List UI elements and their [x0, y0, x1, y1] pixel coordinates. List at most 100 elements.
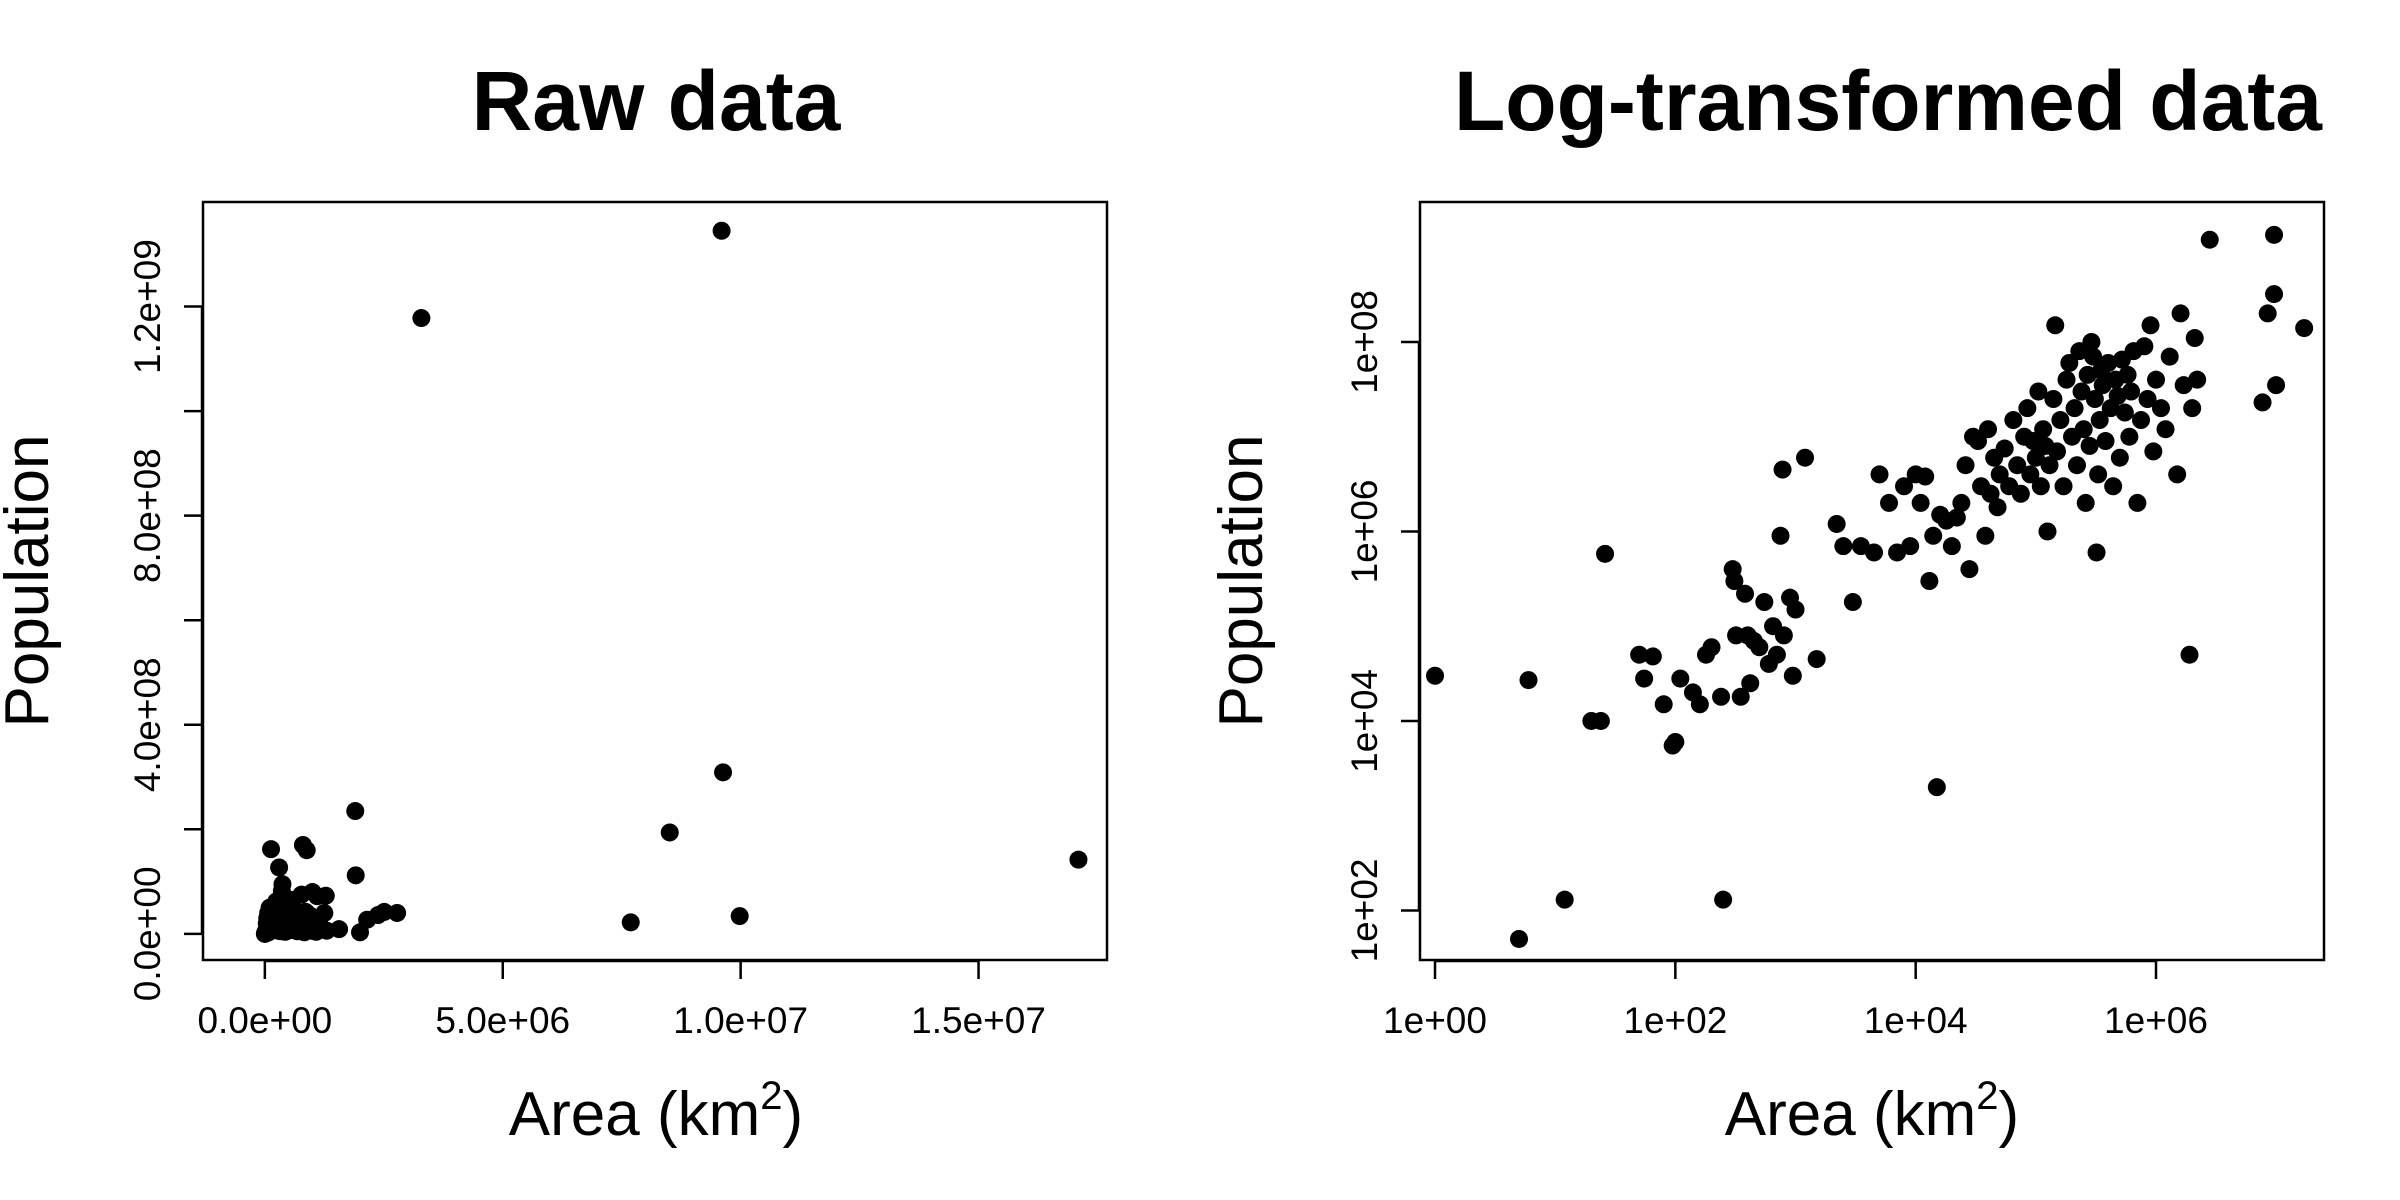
log-data-point: [2110, 448, 2129, 467]
raw-points: [255, 221, 1088, 943]
log-data-point: [2168, 465, 2187, 484]
raw-x-tick-label: 5.0e+06: [435, 1000, 570, 1041]
raw-data-point: [412, 309, 431, 328]
log-data-point: [2099, 353, 2118, 372]
raw-data-point: [351, 923, 370, 942]
raw-data-point: [388, 903, 407, 922]
log-data-point: [2051, 411, 2070, 430]
log-data-point: [1767, 645, 1786, 664]
raw-data-point: [270, 858, 289, 877]
log-data-point: [2084, 347, 2103, 366]
log-data-point: [1712, 687, 1731, 706]
log-data-point: [1755, 593, 1774, 612]
log-data-point: [2048, 442, 2067, 461]
log-data-point: [1924, 526, 1943, 545]
log-data-point: [2295, 319, 2314, 338]
log-data-point: [2174, 376, 2193, 395]
log-data-point: [1654, 695, 1673, 714]
log-data-point: [2090, 411, 2109, 430]
log-data-point: [1895, 477, 1914, 496]
log-data-point: [1901, 537, 1920, 556]
log-data-point: [2054, 477, 2073, 496]
raw-data-panel: Raw data 0.0e+00 5.0e+06 1.0e+07 1.5e+07 0.…: [0, 54, 1109, 1149]
raw-chart-title: Raw data: [472, 54, 842, 148]
raw-x-axis: 0.0e+00 5.0e+06 1.0e+07 1.5e+07: [197, 959, 1046, 1041]
raw-data-point: [273, 875, 292, 894]
raw-x-axis-superscript: 2: [760, 1074, 782, 1118]
log-data-point: [2038, 522, 2057, 541]
log-data-point: [2096, 432, 2115, 451]
log-data-point: [1927, 778, 1946, 797]
log-data-point: [2132, 411, 2151, 430]
log-data-point: [1714, 890, 1733, 909]
log-data-point: [2141, 316, 2160, 335]
log-data-point: [2258, 304, 2277, 323]
raw-plot-frame: [201, 200, 1109, 962]
log-data-point: [1596, 544, 1615, 563]
log-data-point: [2060, 353, 2079, 372]
log-data-point: [1783, 666, 1802, 685]
log-data-point: [2183, 399, 2202, 418]
log-data-point: [1690, 695, 1709, 714]
log-data-point: [1870, 465, 1889, 484]
log-data-point: [2180, 645, 2199, 664]
log-data-point: [2253, 393, 2272, 412]
log-data-point: [1555, 890, 1574, 909]
log-data-point: [1807, 650, 1826, 669]
log-data-point: [2072, 382, 2091, 401]
log-data-point: [2004, 411, 2023, 430]
log-data-point: [2065, 399, 2084, 418]
log-data-point: [2128, 493, 2147, 512]
log-data-point: [2138, 390, 2157, 409]
log-data-point: [1947, 508, 1966, 527]
raw-y-tick-label: 1.2e+09: [127, 239, 168, 374]
log-data-point: [1702, 638, 1721, 657]
log-data-point: [1960, 560, 1979, 579]
log-data-point: [1731, 687, 1750, 706]
raw-data-point: [621, 913, 640, 932]
log-data-point: [1771, 526, 1790, 545]
raw-data-point: [255, 924, 274, 943]
log-data-point: [2267, 376, 2286, 395]
raw-x-tick-label: 1.5e+07: [911, 1000, 1046, 1041]
raw-y-tick-label: 0.0e+00: [127, 866, 168, 1001]
raw-y-tick-label: 4.0e+08: [127, 657, 168, 792]
log-data-point: [2085, 390, 2104, 409]
log-chart-title: Log-transformed data: [1454, 54, 2323, 148]
log-data-point: [1865, 543, 1884, 562]
log-data-point: [1736, 584, 1755, 603]
raw-data-point: [375, 902, 394, 921]
log-x-tick-label: 1e+00: [1383, 1000, 1487, 1041]
raw-data-point: [730, 907, 749, 926]
log-y-axis: 1e+02 1e+04 1e+06 1e+08: [1344, 290, 1421, 962]
log-x-tick-label: 1e+02: [1623, 1000, 1727, 1041]
raw-x-axis-title: Area (km2): [509, 1074, 803, 1149]
raw-data-point: [259, 903, 278, 922]
log-data-point: [2265, 285, 2284, 304]
log-data-point: [1880, 493, 1899, 512]
log-data-point: [1968, 432, 1987, 451]
log-data-point: [1956, 456, 1975, 475]
log-data-point: [1827, 514, 1846, 533]
log-data-point: [1786, 600, 1805, 619]
raw-data-point: [660, 823, 679, 842]
raw-x-tick-label: 0.0e+00: [197, 1000, 332, 1041]
log-data-point: [2147, 370, 2166, 389]
log-y-tick-label: 1e+06: [1344, 479, 1385, 583]
log-data-point: [2171, 304, 2190, 323]
log-data-point: [2265, 225, 2284, 244]
log-data-point: [2018, 399, 2037, 418]
raw-data-point: [315, 903, 334, 922]
raw-data-point: [262, 840, 281, 859]
log-y-tick-label: 1e+08: [1344, 290, 1385, 394]
raw-data-point: [346, 866, 365, 885]
log-data-point: [2040, 456, 2059, 475]
raw-data-point: [308, 887, 327, 906]
log-x-axis: 1e+00 1e+02 1e+04 1e+06: [1383, 959, 2208, 1041]
log-data-point: [2080, 436, 2099, 455]
log-data-point: [2082, 332, 2101, 351]
log-data-point: [1635, 669, 1654, 688]
log-data-point: [2135, 337, 2154, 356]
log-data-point: [2046, 316, 2065, 335]
log-data-point: [1952, 493, 1971, 512]
